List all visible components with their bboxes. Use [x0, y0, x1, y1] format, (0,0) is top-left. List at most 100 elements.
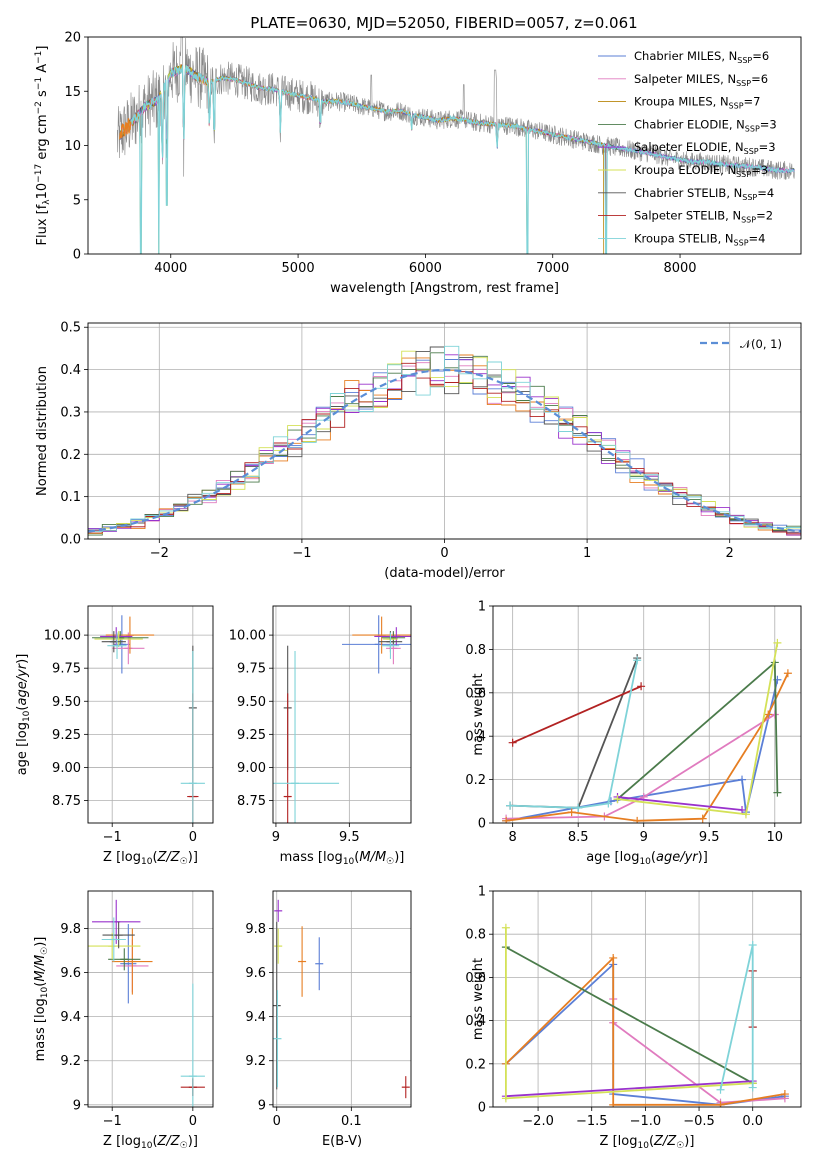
ytick-label: 9.6	[245, 966, 266, 981]
xlabel-weight-vs-Z: Z [log10(Z/Z☉)]	[600, 1134, 695, 1151]
axes-frame	[87, 36, 802, 255]
xtick-label: 9	[640, 830, 648, 845]
ytick-label: 9.75	[237, 662, 266, 677]
xtick-label: 9	[272, 830, 280, 845]
weight-point-orange	[764, 710, 773, 719]
xlabel-mass-vs-EBV: E(B-V)	[322, 1134, 362, 1149]
ytick-label: 9.8	[60, 922, 81, 937]
xtick-label: 6000	[409, 261, 442, 276]
plot-area-spectrum	[117, 37, 795, 254]
xtick-label: 7000	[536, 261, 569, 276]
ytick-label: 9.8	[245, 922, 266, 937]
ytick-label: 0.1	[60, 490, 81, 505]
legend-label-chabrier-stelib: Chabrier STELIB, NSSP=4	[634, 186, 774, 202]
weight-line-salpeter-miles	[506, 713, 776, 820]
ytick-label: 10.00	[229, 629, 266, 644]
ytick-label: 9.2	[60, 1054, 81, 1069]
ytick-label: 9.00	[52, 761, 81, 776]
weight-point-kroupa-stelib	[748, 941, 757, 949]
weight-point-orange	[783, 669, 792, 678]
xtick-label: 10	[767, 830, 784, 845]
plot-area-residuals	[88, 345, 801, 538]
weight-point-orange	[633, 816, 642, 823]
ytick-label: 10.00	[44, 629, 81, 644]
weight-point-chabrier-miles	[738, 775, 747, 784]
xlabel-spectrum: wavelength [Angstrom, rest frame]	[330, 281, 559, 296]
ytick-label: 9	[258, 1098, 266, 1113]
spectrum-model-kroupa-stelib	[119, 65, 795, 254]
weight-point-salpeter-stelib	[637, 682, 646, 691]
weight-line-kroupa-stelib	[509, 660, 639, 809]
ytick-label: 9	[73, 1098, 81, 1113]
ytick-label: 0.8	[465, 928, 486, 943]
xtick-label: −1.5	[576, 1114, 608, 1129]
weight-point-orange	[609, 953, 618, 962]
weight-line-chabrier-elodie	[505, 946, 754, 1084]
legend-label-chabrier-elodie: Chabrier ELODIE, NSSP=3	[634, 117, 777, 133]
legend-label-kroupa-elodie: Kroupa ELODIE, NSSP=3	[634, 163, 768, 179]
axes-frame	[87, 322, 802, 540]
xtick-label: 5000	[282, 261, 315, 276]
ytick-label: 0	[73, 248, 81, 263]
axes-residuals: −2 −1 0 1 2 0.0 0.1 0.2 0.3 0.4 0.5 (data-model)/er…	[35, 321, 802, 581]
weight-point-kroupa-elodie	[613, 795, 622, 804]
ytick-label: 10	[64, 139, 81, 154]
ytick-label: 0.2	[60, 448, 81, 463]
ylabel-age-vs-Z: age [log10(age/yr)]	[15, 654, 32, 776]
weight-point-kroupa-stelib	[574, 803, 583, 812]
weight-point-kroupa-elodie	[501, 923, 510, 932]
xlabel-mass-vs-Z: Z [log10(Z/Z☉)]	[103, 1134, 198, 1151]
xlabel-age-vs-Z: Z [log10(Z/Z☉)]	[103, 850, 198, 867]
weight-point-salpeter-elodie	[738, 805, 747, 814]
xtick-label: −1	[292, 546, 311, 561]
axes-mass-vs-Z: −1 0 9 9.2 9.4 9.6 9.8 Z [log10(Z/Z☉)] mass [log…	[33, 890, 214, 1151]
axes-age-vs-Z: −1 0 8.75 9.00 9.25 9.50 9.75 10.00 Z [log10(Z/Z…	[15, 605, 214, 867]
axes-frame	[492, 890, 802, 1108]
ytick-label: 9.75	[52, 662, 81, 677]
plot-area-mass-vs-EBV	[273, 899, 410, 1099]
weight-point-chabrier-elodie	[773, 788, 782, 797]
xlabel-age-vs-mass: mass [log10(M/M☉)]	[280, 850, 405, 867]
ytick-label: 0.4	[60, 363, 81, 378]
ytick-label: 0	[478, 1101, 486, 1116]
legend-label-salpeter-elodie: Salpeter ELODIE, NSSP=3	[634, 140, 776, 156]
axes-weight-vs-Z: −2.0 −1.5 −1.0 −0.5 0.0 0 0.2 0.4 0.6 0.8 1 Z [log1…	[465, 885, 802, 1151]
ytick-label: 9.4	[245, 1010, 266, 1025]
ytick-label: 9.6	[60, 966, 81, 981]
axes-frame	[87, 605, 214, 824]
weight-point-kroupa-stelib	[506, 801, 515, 810]
ytick-label: 0	[478, 817, 486, 832]
xtick-label: −0.5	[683, 1114, 715, 1129]
axes-frame	[272, 605, 412, 824]
axes-frame	[87, 890, 214, 1108]
xtick-label: 4000	[154, 261, 187, 276]
ytick-label: 5	[73, 193, 81, 208]
weight-point-orange	[502, 816, 511, 823]
xtick-label: −2.0	[522, 1114, 554, 1129]
axes-frame	[272, 890, 412, 1108]
legend-label-salpeter-miles: Salpeter MILES, NSSP=6	[634, 72, 768, 88]
ytick-label: 9.25	[52, 728, 81, 743]
ytick-label: 1	[478, 600, 486, 615]
ytick-label: 9.50	[52, 695, 81, 710]
ytick-label: 9.00	[237, 761, 266, 776]
spectrum-legend: Chabrier MILES, NSSP=6 Salpeter MILES, NS…	[598, 49, 777, 247]
xlabel-weight-vs-age: age [log10(age/yr)]	[586, 850, 708, 867]
xtick-label: −1	[103, 1114, 122, 1129]
ytick-label: 0.4	[465, 1014, 486, 1029]
ylabel-residuals: Normed distribution	[35, 366, 50, 496]
ytick-label: 0.6	[465, 971, 486, 986]
axes-frame	[492, 605, 802, 824]
legend-label-kroupa-miles: Kroupa MILES, NSSP=7	[634, 95, 760, 111]
figure-title: PLATE=0630, MJD=52050, FIBERID=0057, z=0…	[250, 14, 637, 32]
ylabel-weight-vs-Z: mass weight	[471, 958, 486, 1040]
xlabel-residuals: (data-model)/error	[384, 566, 505, 581]
axes-age-vs-mass: 9 9.5 8.75 9.00 9.25 9.50 9.75 10.00 mass [log10…	[229, 605, 412, 867]
xtick-label: 2	[726, 546, 734, 561]
xtick-label: −2	[150, 546, 169, 561]
xtick-label: 8000	[663, 261, 696, 276]
ytick-label: 9.4	[60, 1010, 81, 1025]
legend-gaussian-label: 𝒩(0, 1)	[740, 337, 782, 351]
xtick-label: 0	[273, 1114, 281, 1129]
